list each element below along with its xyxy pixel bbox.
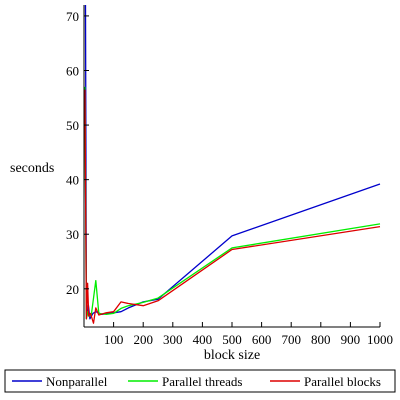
axes (83, 5, 380, 328)
x-tick-label: 200 (133, 332, 153, 347)
y-tick-label: 50 (66, 118, 79, 133)
legend-label: Parallel threads (162, 374, 243, 389)
x-tick-label: 800 (311, 332, 331, 347)
x-tick-label: 700 (281, 332, 301, 347)
x-tick-label: 400 (193, 332, 213, 347)
y-tick-label: 20 (66, 282, 79, 297)
legend-box (4, 369, 396, 393)
x-tick-label: 900 (341, 332, 361, 347)
x-tick-label: 500 (222, 332, 242, 347)
y-tick-label: 60 (66, 63, 79, 78)
y-tick-label: 70 (66, 9, 79, 24)
x-tick-label: 100 (104, 332, 124, 347)
legend-label: Nonparallel (46, 374, 108, 389)
series-line-parallel-blocks (84, 89, 381, 324)
y-axis-label: seconds (10, 161, 54, 176)
series-line-parallel-threads (84, 86, 381, 320)
y-tick-label: 30 (66, 227, 79, 242)
x-tick-label: 600 (252, 332, 272, 347)
series-line-nonparallel (84, 4, 381, 320)
ticks: 100 200 300 400 500 600 700 800 900 1000 20 30 40 50 6… (66, 9, 393, 347)
legend-label: Parallel blocks (304, 374, 381, 389)
x-tick-label: 1000 (367, 332, 393, 347)
x-axis-label: block size (204, 348, 260, 363)
legend: Nonparallel Parallel threads Parallel bloc… (4, 369, 396, 393)
plot-area (84, 4, 381, 324)
y-tick-label: 40 (66, 173, 79, 188)
x-tick-label: 300 (163, 332, 183, 347)
